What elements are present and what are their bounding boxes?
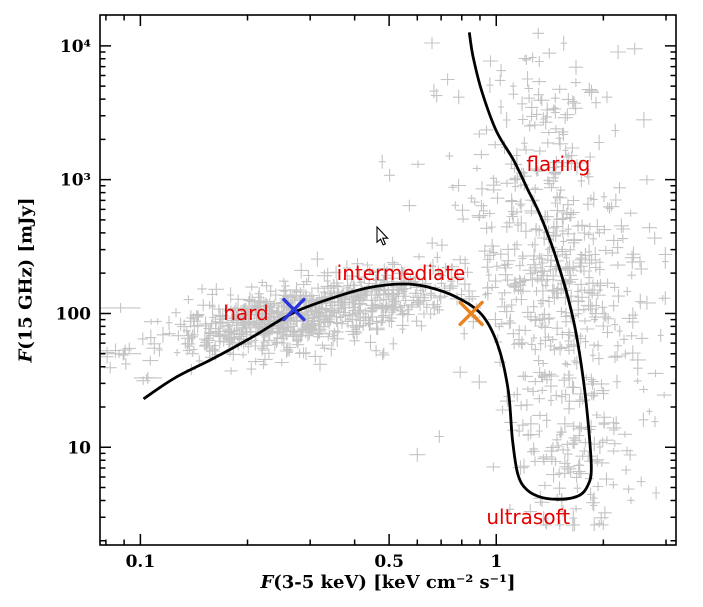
mouse-cursor-arrow [376,226,389,246]
axis-ticks [100,15,676,545]
x-tick-label: 1 [490,552,502,572]
y-axis-title-rest: (15 GHz) [mJy] [15,197,37,350]
y-tick-label: 10³ [60,171,91,191]
soft-state-marker [458,300,484,327]
x-axis-title-symbol: F [260,572,274,593]
x-axis-title-rest: (3-5 keV) [keV cm⁻² s⁻¹] [273,572,516,593]
y-tick-label: 100 [56,304,92,324]
state-track-curve [142,32,593,501]
x-axis-title: F(3-5 keV) [keV cm⁻² s⁻¹] [260,572,515,593]
x-tick-label: 0.1 [126,552,156,572]
hard-state-marker [282,297,306,322]
scatter-error-bars [100,27,673,532]
y-tick-label: 10⁴ [60,37,91,57]
plot-frame [99,14,677,546]
y-tick-label: 10 [67,438,91,458]
x-tick-label: 0.5 [374,552,404,572]
tick-labels: 0.1 0.5 1 10 100 10³ 10⁴ [56,37,503,572]
y-axis-title-symbol: F [15,349,37,363]
mouse-cursor [376,226,389,246]
y-axis-title: F(15 GHz) [mJy] [16,197,37,362]
